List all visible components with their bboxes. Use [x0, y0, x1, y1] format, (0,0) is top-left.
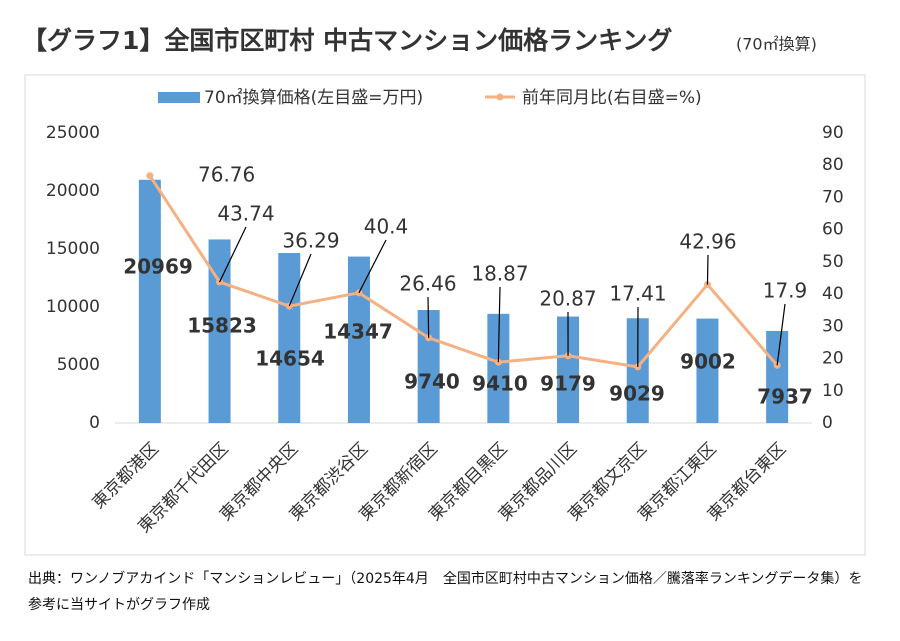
y2-tick-label: 30 — [822, 316, 844, 336]
line-value-label: 40.4 — [364, 215, 409, 239]
y2-tick-label: 60 — [822, 220, 844, 240]
y2-tick-label: 0 — [822, 413, 833, 433]
bar-value-label: 9410 — [472, 372, 528, 396]
line-series — [148, 174, 779, 369]
line-value-label: 42.96 — [679, 230, 736, 254]
bar — [626, 318, 649, 423]
line-value-label: 17.9 — [763, 279, 808, 303]
leader-line — [288, 253, 312, 307]
legend-label: 前年同月比(右目盛=%) — [522, 88, 702, 108]
line-point — [146, 172, 154, 180]
bar-value-label: 14654 — [255, 347, 325, 371]
legend-swatch — [496, 93, 504, 101]
y-tick-label: 10000 — [46, 297, 100, 317]
bar-value-label: 14347 — [323, 320, 393, 344]
y2-tick-label: 50 — [822, 252, 844, 272]
legend-swatch — [158, 92, 200, 103]
line-value-label: 43.74 — [217, 202, 274, 226]
y2-tick-label: 20 — [822, 349, 844, 369]
leader-line — [497, 286, 501, 363]
line-value-label: 26.46 — [399, 272, 456, 296]
y-tick-label: 25000 — [46, 123, 100, 143]
bar-value-label: 9029 — [609, 382, 665, 406]
bar-value-label: 9740 — [404, 370, 460, 394]
chart-frame — [24, 74, 866, 556]
source-note: 出典：ワンノブアカインド「マンションレビュー」（2025年4月 全国市区町村中古… — [28, 571, 863, 613]
leader-line — [219, 226, 247, 283]
line-value-label: 76.76 — [198, 163, 255, 187]
y-tick-label: 15000 — [46, 239, 100, 259]
y-tick-label: 5000 — [57, 355, 100, 375]
bar-value-label: 20969 — [123, 255, 193, 279]
y2-tick-label: 90 — [822, 123, 844, 143]
y2-tick-label: 70 — [822, 187, 844, 207]
y2-tick-label: 40 — [822, 284, 844, 304]
legend-label: 70㎡換算価格(左目盛=万円) — [204, 88, 423, 108]
bar-value-label: 7937 — [757, 385, 813, 409]
line-value-label: 20.87 — [539, 287, 596, 311]
leader-line — [358, 239, 387, 294]
leader-line — [776, 303, 786, 366]
y2-tick-label: 80 — [822, 155, 844, 175]
chart-title-note: (70㎡換算) — [736, 35, 817, 54]
leader-line — [706, 254, 709, 285]
line-value-label: 17.41 — [609, 282, 666, 306]
y-tick-label: 0 — [89, 413, 100, 433]
bar-value-label: 9002 — [680, 350, 736, 374]
bar — [138, 179, 161, 423]
line-value-label: 36.29 — [282, 229, 339, 253]
bar — [766, 330, 789, 423]
x-tick-label: 東京都港区 — [89, 439, 163, 513]
bar — [557, 316, 580, 423]
y-tick-label: 20000 — [46, 181, 100, 201]
bar — [487, 313, 510, 423]
bar — [278, 253, 301, 423]
chart-title: 【グラフ1】全国市区町村 中古マンション価格ランキング — [22, 26, 672, 55]
bar — [347, 256, 370, 423]
bar — [696, 318, 719, 423]
leader-line — [427, 296, 430, 338]
line-value-label: 18.87 — [471, 262, 528, 286]
y2-tick-label: 10 — [822, 381, 844, 401]
bar-value-label: 15823 — [187, 314, 257, 338]
bar-value-label: 9179 — [540, 372, 596, 396]
